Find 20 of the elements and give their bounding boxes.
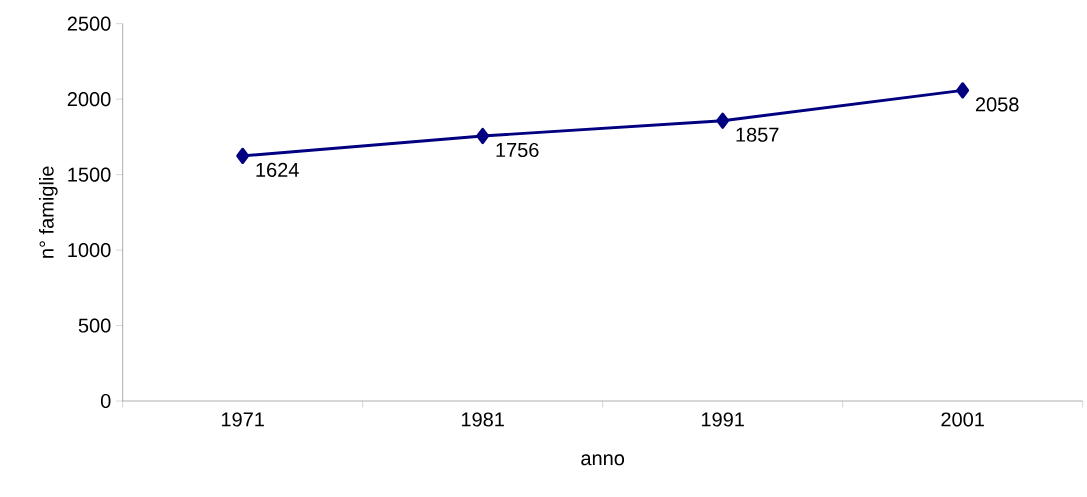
y-tick-label: 0 (100, 393, 111, 409)
x-axis-title: anno (581, 454, 625, 466)
point (476, 127, 490, 145)
x-tick-label: 1971 (221, 412, 264, 427)
y-tick-label: 2000 (67, 92, 111, 107)
point (716, 112, 730, 129)
y-axis-title: n° famiglie (39, 166, 58, 258)
x-tick-label: 2001 (941, 412, 984, 427)
data-label: 2058 (975, 97, 1019, 112)
point (956, 82, 970, 99)
x-tick-label: 1991 (701, 412, 744, 427)
y-tick-label: 1500 (68, 167, 111, 182)
y-tick-label: 2500 (67, 16, 111, 31)
y-tick-label: 500 (78, 318, 111, 333)
point (236, 147, 250, 165)
data-label: 1857 (736, 127, 779, 142)
data-label: 1624 (256, 162, 299, 177)
y-tick-label: 1000 (68, 242, 111, 258)
data-label: 1756 (496, 142, 539, 158)
x-tick-label: 1981 (461, 412, 504, 427)
